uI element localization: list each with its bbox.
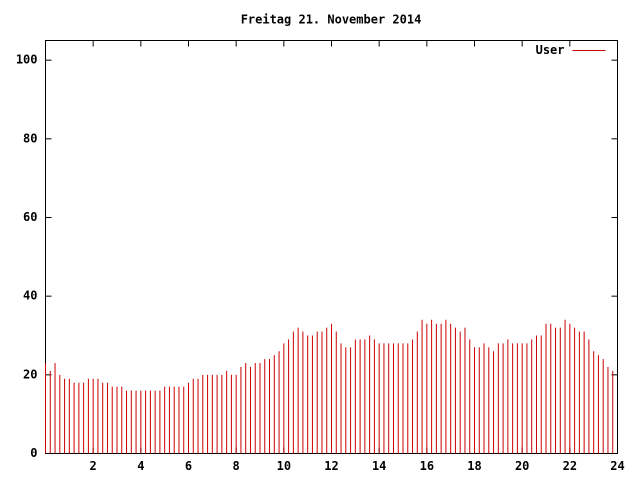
chart-title: Freitag 21. November 2014	[241, 13, 422, 27]
y-tick-label: 0	[30, 446, 37, 460]
y-tick-label: 40	[23, 289, 37, 303]
x-tick-label: 10	[277, 459, 291, 473]
x-tick-label: 4	[137, 459, 144, 473]
x-tick-label: 12	[324, 459, 338, 473]
x-tick-label: 8	[233, 459, 240, 473]
y-tick-label: 80	[23, 131, 37, 145]
x-tick-label: 24	[610, 459, 624, 473]
x-tick-label: 14	[372, 459, 386, 473]
y-tick-label: 60	[23, 210, 37, 224]
x-tick-label: 6	[185, 459, 192, 473]
x-tick-label: 18	[467, 459, 481, 473]
x-tick-label: 22	[563, 459, 577, 473]
y-tick-label: 100	[16, 53, 38, 67]
x-tick-label: 16	[420, 459, 434, 473]
legend-label: User	[536, 43, 565, 57]
y-tick-label: 20	[23, 367, 37, 381]
x-tick-label: 2	[90, 459, 97, 473]
x-tick-label: 20	[515, 459, 529, 473]
